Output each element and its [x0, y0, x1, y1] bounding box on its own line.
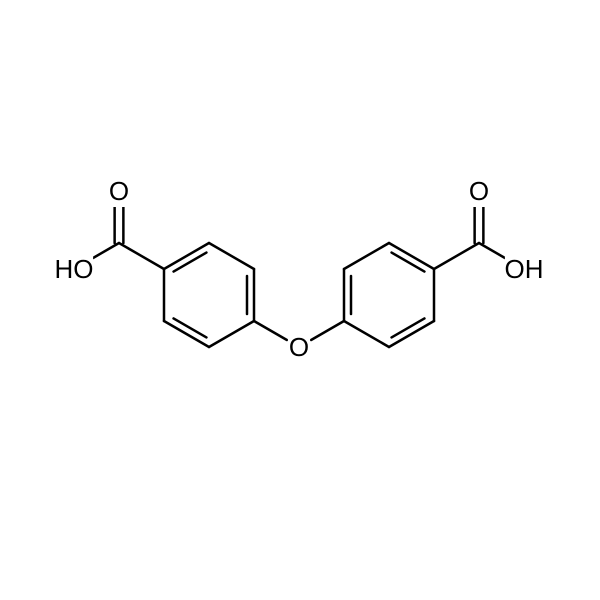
- single-bond: [209, 243, 254, 269]
- single-bond: [119, 243, 164, 269]
- single-bond: [209, 321, 254, 347]
- atom-label: HO: [55, 254, 94, 284]
- molecule-diagram: O O HO O OH: [0, 0, 600, 600]
- bonds-layer: [93, 205, 505, 347]
- single-bond: [344, 321, 389, 347]
- atom-label: OH: [505, 254, 544, 284]
- labels-layer: O O HO O OH: [55, 175, 544, 363]
- atom-label: O: [469, 176, 489, 206]
- single-bond: [434, 243, 479, 269]
- single-bond: [344, 243, 389, 269]
- atom-label: O: [289, 332, 309, 362]
- atom-label: O: [109, 176, 129, 206]
- single-bond: [254, 321, 287, 340]
- single-bond: [311, 321, 344, 340]
- single-bond: [479, 243, 505, 258]
- single-bond: [93, 243, 119, 258]
